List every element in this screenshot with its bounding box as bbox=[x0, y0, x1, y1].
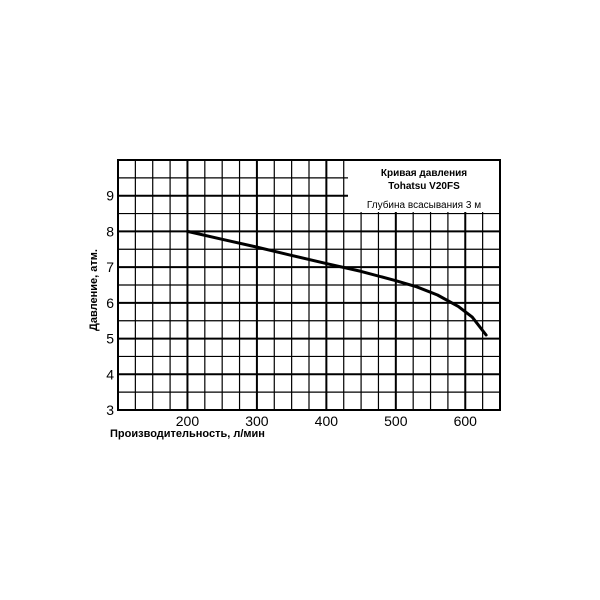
y-tick-label: 3 bbox=[106, 402, 114, 418]
x-tick-label: 400 bbox=[315, 413, 339, 429]
chart-annotation: Глубина всасывания 3 м bbox=[367, 199, 481, 211]
y-tick-label: 6 bbox=[106, 295, 114, 311]
plot-frame bbox=[117, 159, 501, 411]
y-tick-label: 7 bbox=[106, 259, 114, 275]
x-tick-label: 200 bbox=[176, 413, 200, 429]
x-tick-label: 300 bbox=[245, 413, 269, 429]
y-tick-label: 9 bbox=[106, 188, 114, 204]
y-axis-label: Давление, атм. bbox=[88, 249, 100, 331]
chart-title: Кривая давления bbox=[381, 168, 467, 179]
y-tick-label: 4 bbox=[106, 366, 114, 382]
x-axis-label: Производительность, л/мин bbox=[110, 428, 265, 440]
plot-border bbox=[117, 159, 501, 411]
legend-box: Кривая давления Tohatsu V20FS Глубина вс… bbox=[348, 160, 500, 212]
y-tick-labels: 3 4 5 6 7 8 9 bbox=[106, 188, 114, 418]
x-tick-label: 600 bbox=[454, 413, 478, 429]
y-tick-label: 5 bbox=[106, 331, 114, 347]
x-tick-label: 500 bbox=[384, 413, 408, 429]
legend-background bbox=[348, 160, 500, 212]
chart-subtitle: Tohatsu V20FS bbox=[388, 181, 460, 192]
x-tick-labels: 200 300 400 500 600 bbox=[176, 413, 477, 429]
y-tick-label: 8 bbox=[106, 223, 114, 239]
series-line-0 bbox=[186, 229, 488, 337]
series-layer bbox=[186, 229, 488, 337]
